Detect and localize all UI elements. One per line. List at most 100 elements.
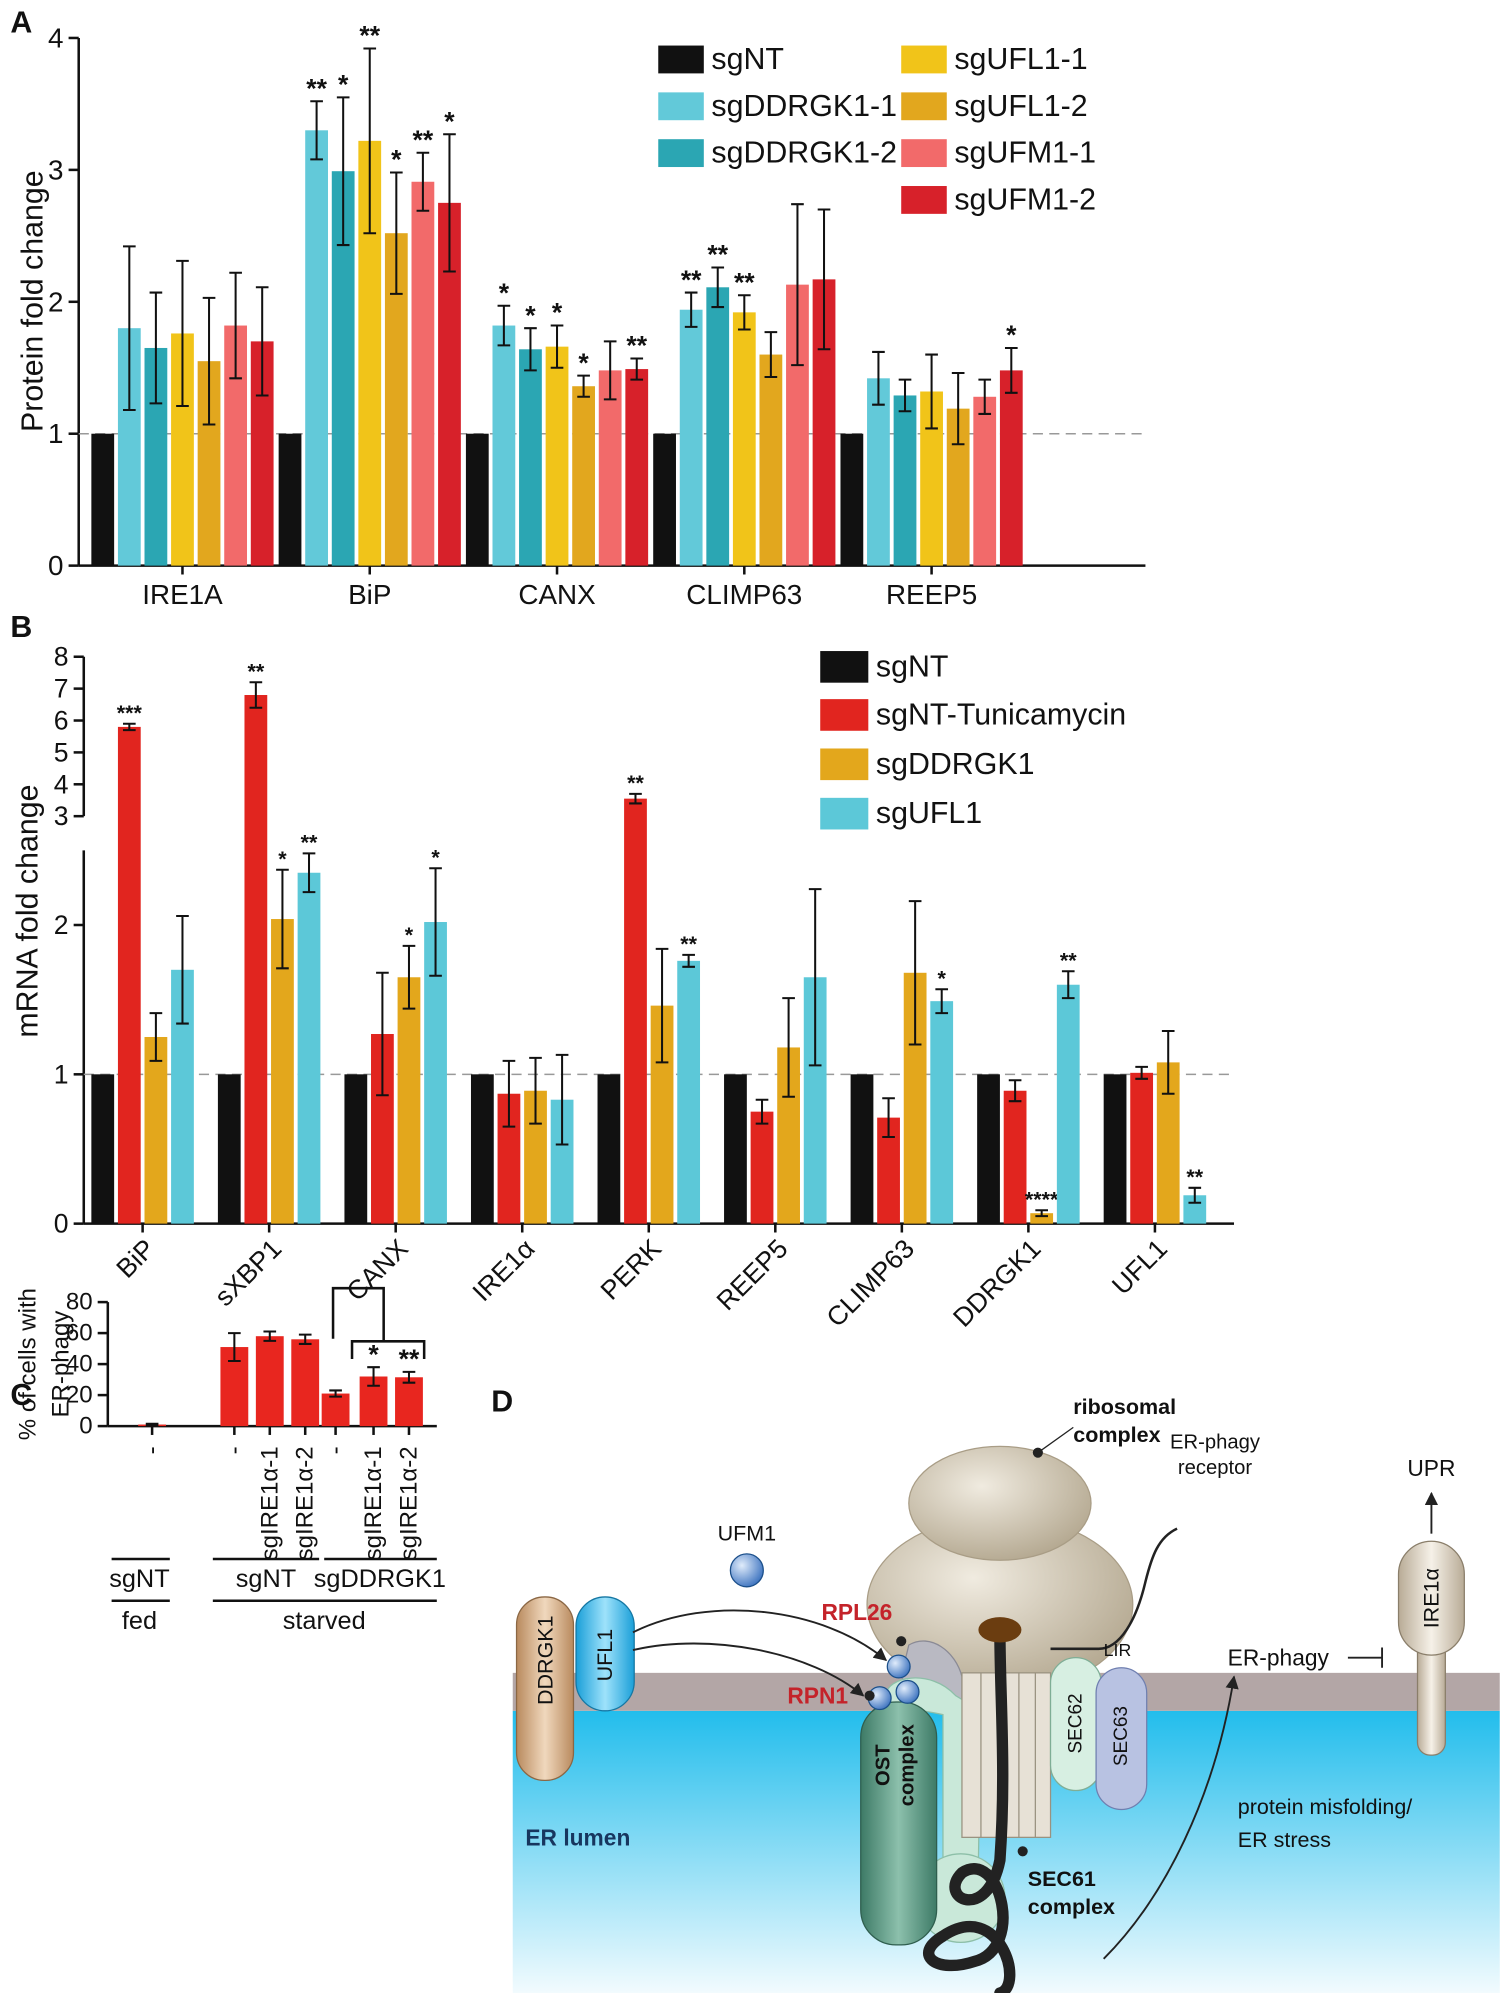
x-tick-label: CANX — [518, 579, 595, 610]
x-tick-label: - — [322, 1446, 349, 1454]
significance: ** — [627, 771, 644, 795]
bar — [305, 130, 328, 566]
panel-label: A — [10, 6, 32, 39]
error-bar — [908, 900, 922, 1046]
bar — [977, 1074, 1000, 1224]
x-tick-label: sgIRE1α-2 — [292, 1446, 319, 1560]
error-bar — [363, 47, 377, 235]
ribosome-exit — [978, 1617, 1022, 1643]
bar — [470, 1074, 494, 1224]
bar — [271, 919, 294, 1224]
legend-label: sgUFL1 — [876, 797, 982, 830]
bar — [358, 140, 382, 566]
y-tick-label: 4 — [54, 769, 69, 799]
sec63 — [1095, 1667, 1148, 1811]
label: protein misfolding/ — [1238, 1795, 1413, 1819]
error-bar — [336, 96, 350, 247]
bar — [438, 202, 461, 566]
label: LIR — [1104, 1640, 1132, 1660]
arrow — [1103, 1675, 1239, 1960]
error-bar — [443, 133, 456, 273]
error-bar — [603, 340, 617, 401]
bar — [999, 370, 1023, 566]
error-bar — [228, 1332, 241, 1363]
bar — [893, 395, 917, 566]
significance: *** — [117, 701, 143, 725]
error-bar — [882, 1097, 895, 1139]
error-bar — [302, 852, 316, 894]
error-bar — [502, 1059, 516, 1128]
label: complex — [1073, 1423, 1160, 1447]
legend-swatch — [820, 748, 869, 781]
error-bar — [782, 997, 795, 1098]
legend-label: sgDDRGK1 — [876, 748, 1035, 781]
legend-label: sgUFM1-1 — [954, 137, 1096, 170]
pointer-dot — [864, 1690, 875, 1701]
error-bar — [529, 1056, 542, 1125]
bar — [545, 346, 569, 566]
error-bar — [898, 378, 912, 413]
y-tick-label: 0 — [54, 1209, 69, 1239]
error-bar — [629, 792, 642, 805]
group-label: sgNT — [109, 1565, 169, 1593]
ire1a-stem — [1416, 1638, 1446, 1756]
significance: * — [405, 923, 414, 947]
error-bar — [1188, 1186, 1202, 1204]
y-tick-label: 2 — [48, 286, 63, 317]
y-tick-label: 1 — [54, 1059, 69, 1089]
y-tick-label: 40 — [66, 1351, 93, 1378]
inhibition — [1347, 1647, 1384, 1668]
bar — [278, 433, 302, 566]
bar — [597, 1074, 621, 1224]
bar — [371, 1034, 394, 1224]
error-bar — [817, 208, 831, 351]
significance: * — [499, 278, 510, 308]
ost-complex — [860, 1701, 938, 1946]
legend-label: sgUFM1-2 — [954, 183, 1096, 216]
error-bar — [176, 915, 189, 1025]
y-tick-label: 2 — [54, 910, 69, 940]
error-bar — [791, 203, 804, 367]
y-axis-label: mRNA fold change — [12, 785, 45, 1038]
arrow — [632, 1642, 865, 1697]
error-bar — [951, 372, 965, 446]
y-tick-label: 3 — [54, 801, 69, 831]
bar — [1130, 1072, 1154, 1224]
error-bar — [310, 100, 323, 161]
panel-label: B — [10, 611, 32, 644]
pointer-dot — [1032, 1447, 1043, 1458]
significance: ** — [359, 21, 380, 51]
bar — [677, 960, 701, 1224]
group-label: fed — [122, 1607, 157, 1635]
error-bar — [145, 1422, 159, 1427]
y-tick-label: 6 — [54, 706, 69, 736]
label: SEC63 — [1111, 1706, 1132, 1766]
label: RPN1 — [787, 1683, 848, 1709]
label: complex — [1028, 1895, 1115, 1919]
label: ribosomal — [1073, 1395, 1176, 1419]
bar — [197, 361, 221, 566]
error-bar — [935, 988, 949, 1015]
bar — [812, 279, 836, 566]
y-axis-label: % of cells with — [15, 1288, 42, 1440]
bar — [706, 287, 730, 566]
bar — [171, 333, 194, 566]
nascent-chain — [923, 1626, 1016, 1993]
error-bar — [202, 296, 216, 426]
bar — [930, 1001, 954, 1224]
bar — [867, 378, 890, 566]
bar — [117, 328, 141, 566]
arrow — [632, 1609, 888, 1662]
x-tick-label: sgIRE1α-1 — [360, 1446, 387, 1560]
x-tick-label: REEP5 — [886, 579, 977, 610]
bar — [224, 325, 248, 566]
error-bar — [1004, 346, 1018, 394]
y-tick-label: 80 — [66, 1289, 93, 1316]
bar — [411, 181, 435, 566]
label: ER-phagy — [1170, 1432, 1261, 1454]
error-bar — [298, 1333, 312, 1345]
error-bar — [524, 327, 537, 372]
legend-label: sgNT — [711, 43, 784, 76]
bar — [1030, 1213, 1054, 1224]
ddrgk1-protein — [515, 1596, 575, 1782]
